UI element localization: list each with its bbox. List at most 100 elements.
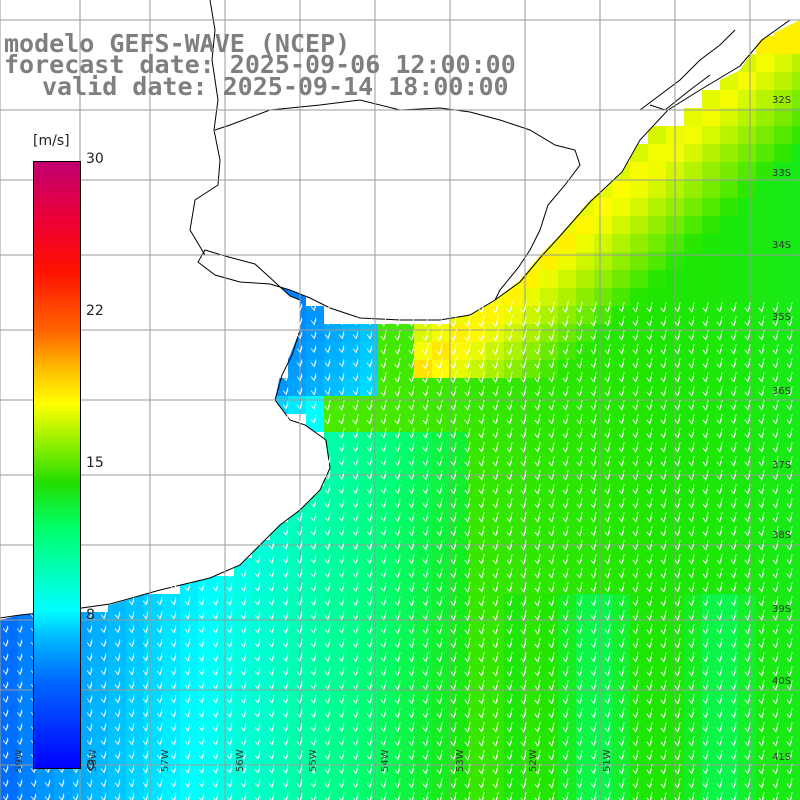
wind-arrow — [576, 652, 583, 663]
wind-arrow — [408, 540, 415, 551]
wind-arrow — [772, 330, 779, 341]
longitude-label: 52W — [528, 749, 539, 772]
wind-cell — [234, 774, 252, 792]
wind-arrow — [254, 638, 261, 648]
wind-cell — [252, 792, 270, 800]
wind-cell — [576, 468, 594, 486]
wind-cell — [558, 702, 576, 720]
wind-cell — [414, 378, 432, 396]
wind-cell — [720, 504, 738, 522]
wind-arrow — [716, 624, 723, 635]
wind-arrow — [30, 779, 37, 788]
wind-arrow — [408, 554, 415, 565]
wind-cell — [234, 702, 252, 720]
wind-arrow — [282, 708, 289, 718]
wind-arrow — [436, 764, 443, 775]
wind-cell — [738, 144, 756, 162]
wind-arrow — [534, 484, 541, 495]
wind-arrow — [716, 722, 723, 733]
wind-arrow — [366, 652, 373, 663]
wind-cell — [594, 360, 612, 378]
wind-arrow — [590, 400, 597, 411]
wind-arrow — [702, 498, 709, 509]
wind-arrow — [758, 302, 765, 313]
wind-cell — [558, 666, 576, 684]
wind-cell — [342, 612, 360, 630]
wind-cell — [342, 720, 360, 738]
wind-cell — [612, 324, 630, 342]
wind-arrow — [688, 358, 695, 369]
wind-cell — [648, 324, 666, 342]
wind-arrow — [156, 653, 163, 662]
wind-cell — [774, 54, 792, 72]
wind-arrow — [604, 722, 611, 733]
wind-cell — [594, 792, 612, 800]
wind-cell — [378, 630, 396, 648]
wind-cell — [612, 468, 630, 486]
wind-arrow — [422, 680, 429, 691]
wind-cell — [504, 612, 522, 630]
wind-arrow — [786, 330, 793, 341]
wind-arrow — [744, 484, 751, 495]
wind-arrow — [590, 428, 597, 439]
wind-cell — [90, 612, 108, 630]
wind-cell — [630, 450, 648, 468]
wind-arrow — [422, 694, 429, 705]
wind-arrow — [240, 736, 247, 746]
wind-arrow — [380, 470, 387, 481]
wind-arrow — [730, 722, 737, 733]
wind-cell — [738, 198, 756, 216]
wind-cell — [486, 720, 504, 738]
wind-arrow — [128, 597, 135, 606]
wind-cell — [450, 342, 468, 360]
wind-cell — [594, 432, 612, 450]
wind-arrow — [730, 540, 737, 551]
wind-arrow — [744, 750, 751, 761]
wind-cell — [792, 378, 800, 396]
wind-cell — [648, 144, 666, 162]
wind-arrow — [338, 568, 345, 579]
wind-arrow — [506, 428, 513, 439]
wind-cell — [684, 378, 702, 396]
wind-arrow — [688, 470, 695, 481]
wind-arrow — [100, 681, 107, 690]
wind-cell — [540, 684, 558, 702]
wind-arrow — [520, 792, 527, 800]
wind-cell — [612, 522, 630, 540]
wind-arrow — [114, 751, 121, 760]
latitude-label: 34S — [772, 240, 792, 251]
wind-arrow — [478, 456, 485, 467]
wind-cell — [342, 360, 360, 378]
wind-arrow — [380, 413, 387, 425]
wind-arrow — [632, 442, 639, 453]
wind-cell — [756, 720, 774, 738]
wind-arrow — [786, 540, 793, 551]
wind-cell — [234, 612, 252, 630]
wind-cell — [198, 612, 216, 630]
wind-arrow — [562, 568, 569, 579]
wind-arrow — [562, 428, 569, 439]
wind-cell — [720, 666, 738, 684]
wind-cell — [756, 360, 774, 378]
wind-arrow — [520, 568, 527, 579]
wind-arrow — [352, 750, 359, 761]
wind-cell — [540, 360, 558, 378]
longitude-label: 51W — [602, 749, 613, 772]
wind-arrow — [520, 708, 527, 719]
wind-arrow — [492, 371, 499, 384]
wind-arrow — [114, 737, 121, 746]
colorbar — [33, 161, 81, 769]
wind-arrow — [562, 652, 569, 663]
wind-arrow — [632, 736, 639, 747]
wind-arrow — [380, 484, 387, 495]
wind-arrow — [562, 526, 569, 537]
wind-cell — [234, 648, 252, 666]
wind-cell — [360, 522, 378, 540]
wind-arrow — [310, 778, 317, 789]
wind-arrow — [758, 708, 765, 719]
wind-cell — [720, 324, 738, 342]
wind-cell — [198, 648, 216, 666]
latitude-label: 40S — [772, 676, 792, 687]
wind-arrow — [100, 793, 107, 800]
wind-cell — [738, 684, 756, 702]
